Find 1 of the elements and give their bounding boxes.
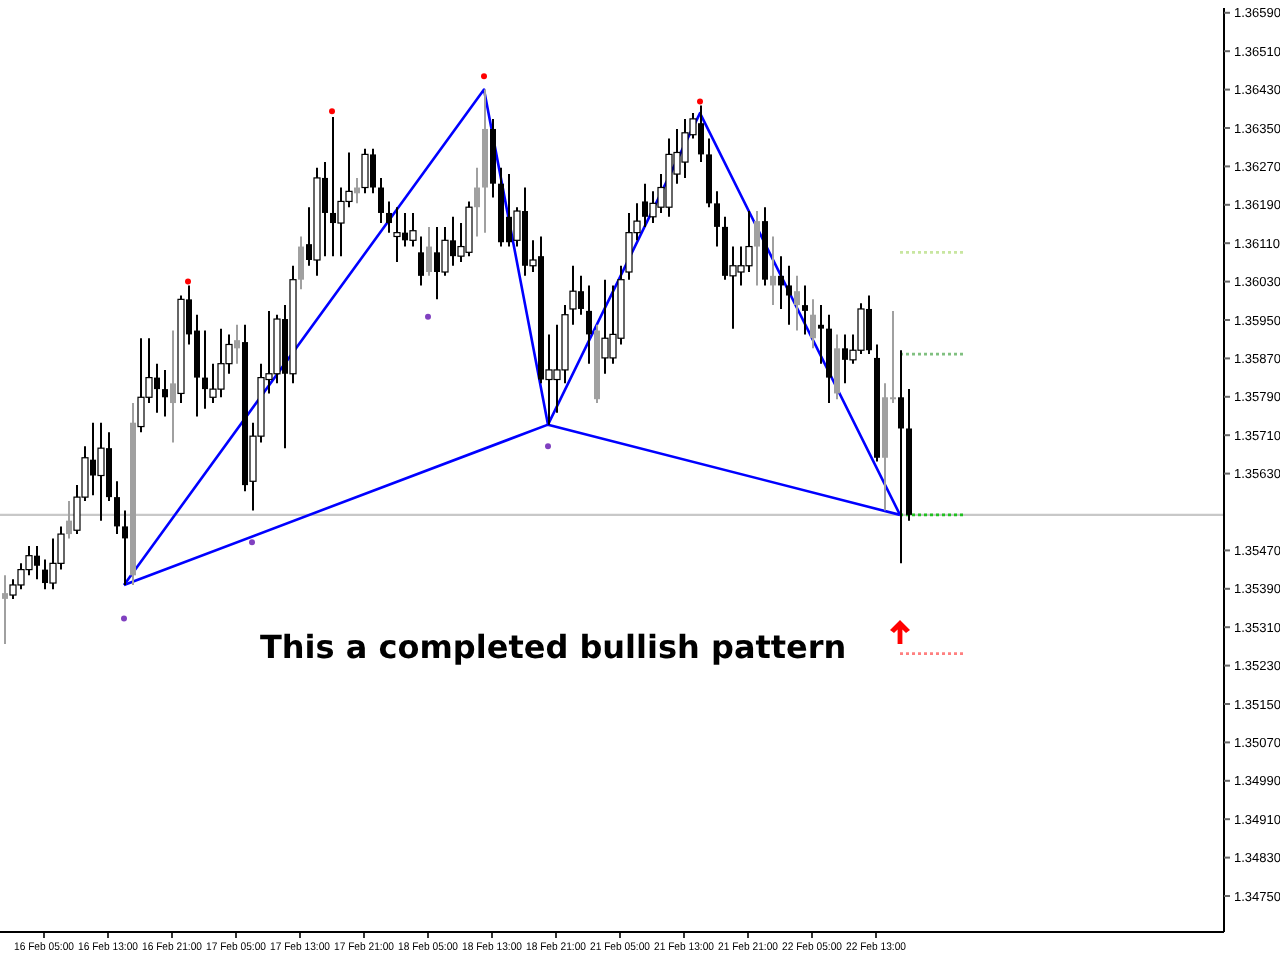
annotation: This a completed bullish pattern [260, 628, 847, 666]
